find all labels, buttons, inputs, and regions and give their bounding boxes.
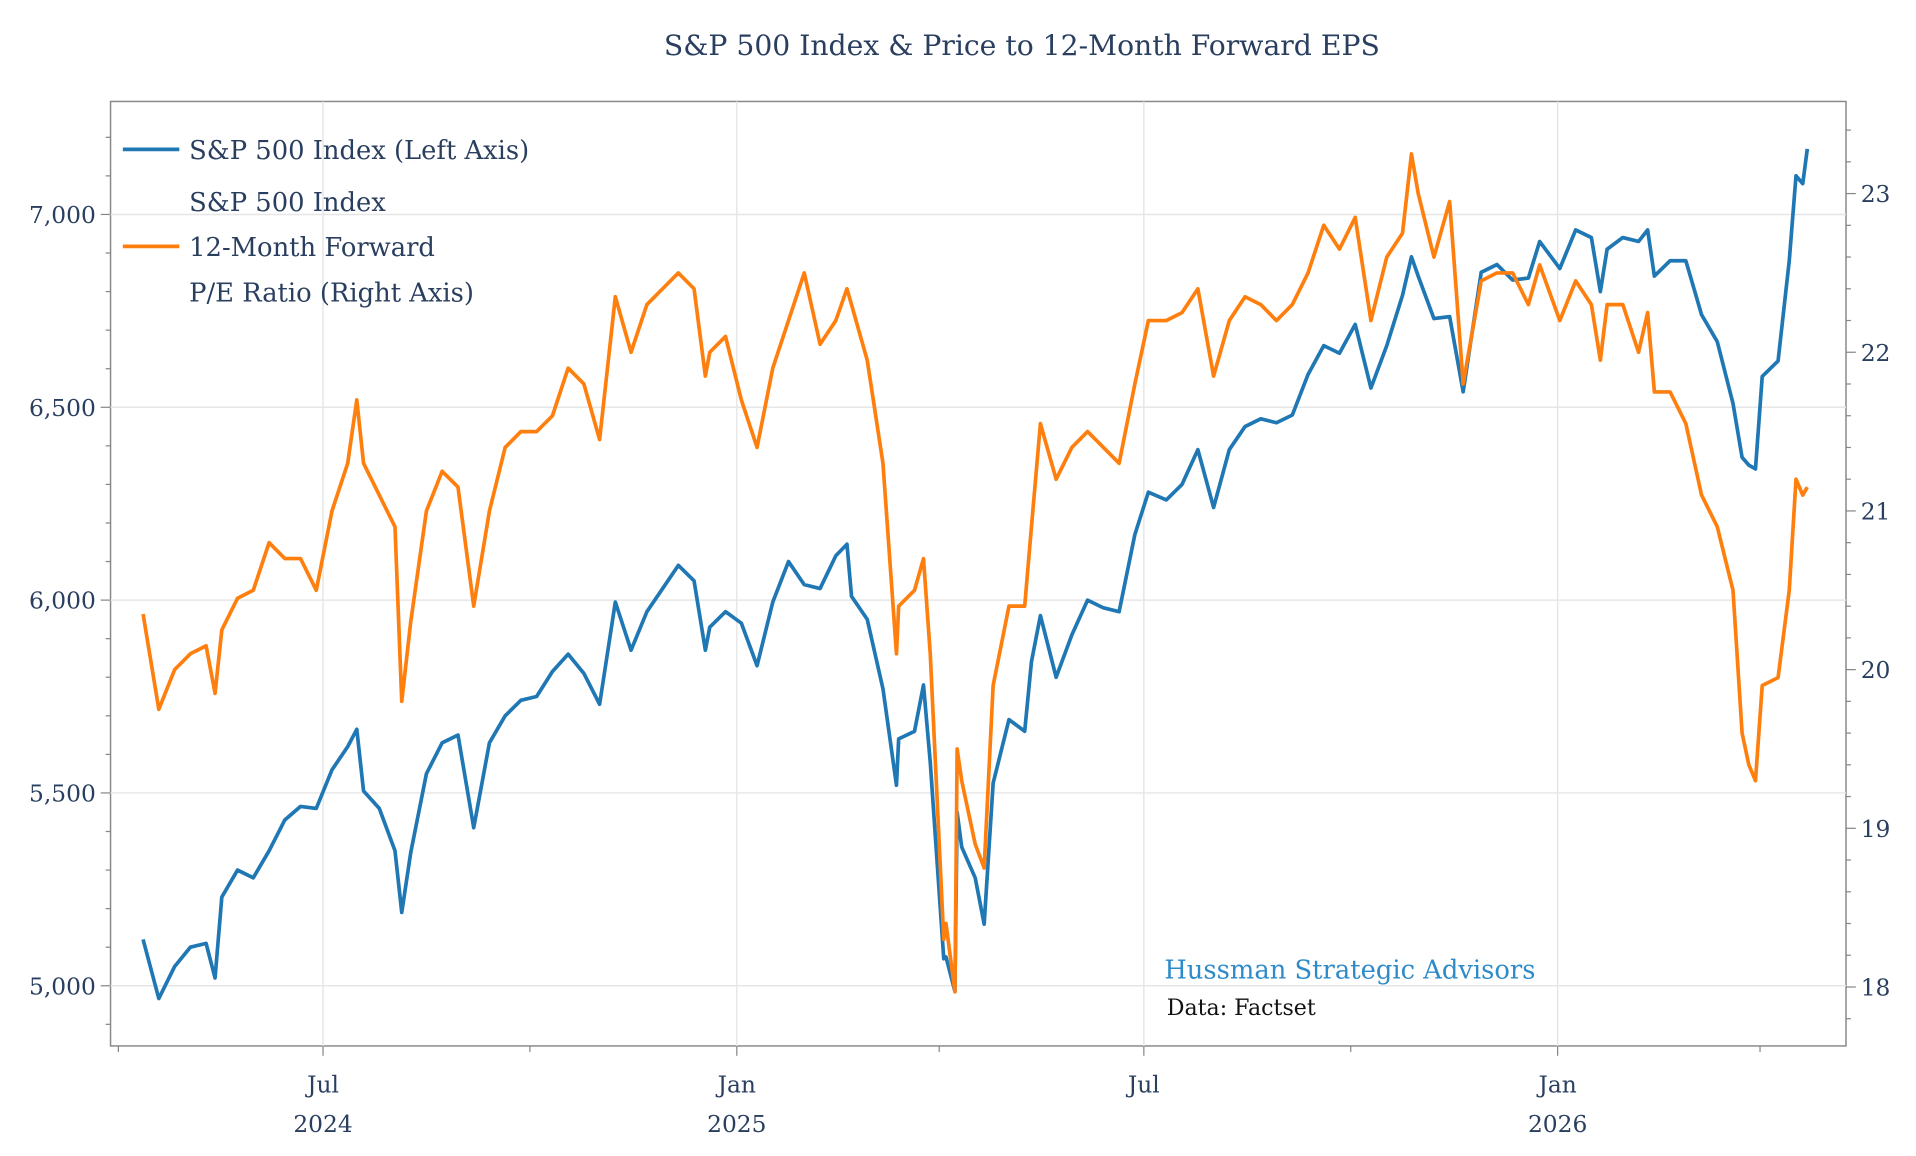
y-left-tick-label: 6,500 bbox=[29, 394, 96, 422]
y-left-tick-label: 6,000 bbox=[29, 587, 96, 615]
y-right-tick-label: 23 bbox=[1861, 180, 1891, 208]
y-right-tick-label: 21 bbox=[1861, 498, 1891, 526]
y-right-tick-label: 22 bbox=[1861, 339, 1891, 367]
x-tick-label-month: Jul bbox=[1126, 1071, 1160, 1099]
watermark-hussman: Hussman Strategic Advisors bbox=[1164, 955, 1535, 985]
gridlines bbox=[110, 101, 1846, 1046]
legend-label-sp500: S&P 500 Index (Left Axis) bbox=[189, 136, 529, 166]
legend-label-pe-line3: P/E Ratio (Right Axis) bbox=[189, 279, 474, 309]
x-tick-label-year: 2024 bbox=[293, 1110, 352, 1138]
x-tick-label-year: 2026 bbox=[1528, 1110, 1587, 1138]
y-left-tick-label: 5,000 bbox=[29, 972, 96, 1000]
series-line-sp500 bbox=[141, 148, 1810, 1001]
chart-title: S&P 500 Index & Price to 12-Month Forwar… bbox=[664, 29, 1380, 62]
legend: S&P 500 Index (Left Axis) S&P 500 Index … bbox=[122, 136, 529, 309]
y-right-tick-label: 19 bbox=[1861, 815, 1891, 843]
x-tick-label-month: Jul bbox=[305, 1071, 339, 1099]
y-right-tick-label: 20 bbox=[1861, 656, 1891, 684]
legend-label-pe-line2: 12-Month Forward bbox=[189, 233, 435, 263]
series-lines bbox=[141, 148, 1810, 1001]
x-tick-label-year: 2025 bbox=[707, 1110, 766, 1138]
legend-label-pe-line1: S&P 500 Index bbox=[189, 188, 386, 218]
axes: 5,000 5,500 6,000 6,500 7,000 18 19 20 21 22 23 Jul… bbox=[29, 129, 1891, 1138]
y-left-tick-label: 5,500 bbox=[29, 780, 96, 808]
series-line-forward-pe bbox=[141, 152, 1809, 994]
x-tick-label-month: Jan bbox=[716, 1071, 756, 1099]
data-source-note: Data: Factset bbox=[1167, 995, 1316, 1021]
y-right-tick-label: 18 bbox=[1861, 974, 1891, 1002]
y-left-tick-label: 7,000 bbox=[29, 201, 96, 229]
x-tick-label-month: Jan bbox=[1536, 1071, 1576, 1099]
